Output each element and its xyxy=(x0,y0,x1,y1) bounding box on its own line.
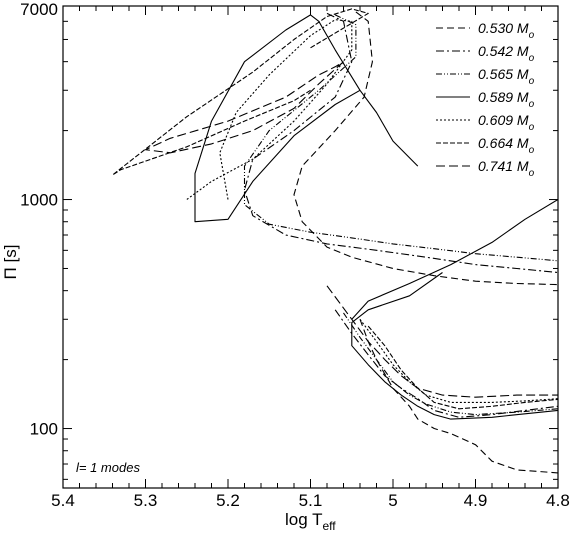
x-tick-label: 5.2 xyxy=(216,491,240,510)
series-line-0-530-lower xyxy=(359,319,558,474)
series-line-0-565-points xyxy=(243,14,558,262)
x-tick-label: 5.4 xyxy=(51,491,75,510)
legend-label: 0.664 Mo xyxy=(478,135,535,156)
series-line-0-609-points xyxy=(186,19,353,200)
series-line-0-664-points xyxy=(111,8,369,176)
legend-label: 0.530 Mo xyxy=(478,20,535,41)
series-line-0-542-lower xyxy=(334,309,558,418)
x-axis-title: log Teff xyxy=(285,510,336,533)
legend-label: 0.542 Mo xyxy=(478,43,535,64)
x-tick-label: 5.1 xyxy=(299,491,323,510)
legend: 0.530 Mo0.542 Mo0.565 Mo0.589 Mo0.609 Mo… xyxy=(436,20,535,179)
series-line-0-589-lower xyxy=(351,272,558,420)
series-line-0-565-lower xyxy=(343,312,558,416)
series-line-0-530-points xyxy=(293,11,558,286)
series-line-0-542-points xyxy=(243,12,558,274)
series-line-0-741-lower xyxy=(326,285,558,398)
legend-label: 0.589 Mo xyxy=(478,89,535,110)
legend-label: 0.609 Mo xyxy=(478,112,535,133)
y-tick-labels: 100 1000 7000 xyxy=(20,0,58,439)
series-line-0-589-upper_branch xyxy=(351,199,558,320)
y-tick-label: 1000 xyxy=(20,191,58,210)
x-tick-label: 5.3 xyxy=(134,491,158,510)
series-line-0-664-lower xyxy=(367,325,558,410)
series-line-0-741-points xyxy=(144,61,344,154)
x-tick-label: 5 xyxy=(388,491,397,510)
series-line-0-609-lower xyxy=(359,318,558,403)
x-axis-title-sub: eff xyxy=(323,519,337,533)
y-tick-label: 7000 xyxy=(20,0,58,19)
x-tick-label: 4.8 xyxy=(546,491,570,510)
series-line-0-589-points xyxy=(194,14,419,223)
x-axis-title-main: log T xyxy=(285,510,323,529)
legend-label: 0.741 Mo xyxy=(478,158,535,179)
series-curves xyxy=(111,8,558,474)
y-tick-label: 100 xyxy=(30,420,58,439)
y-axis-title: Π [s] xyxy=(1,245,20,280)
annotation-text: l= 1 modes xyxy=(76,460,140,475)
x-tick-label: 4.9 xyxy=(464,491,488,510)
legend-label: 0.565 Mo xyxy=(478,66,535,87)
x-tick-labels: 5.4 5.3 5.2 5.1 5 4.9 4.8 xyxy=(51,491,570,510)
tick-marks xyxy=(62,5,559,488)
